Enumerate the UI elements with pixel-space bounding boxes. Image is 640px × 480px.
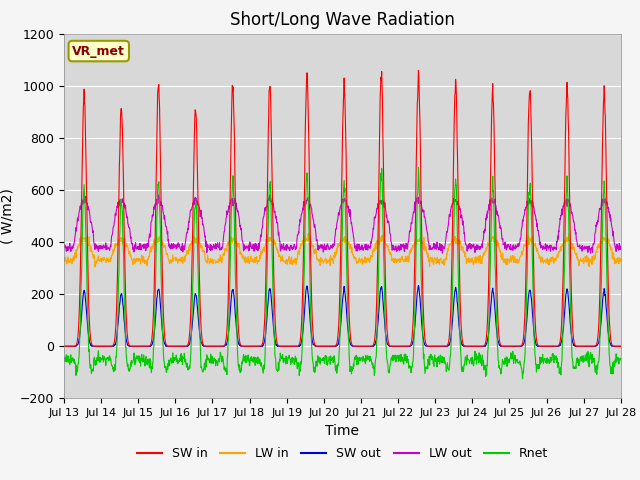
LW in (184, 251, 192, 257)
LW out (246, 240, 254, 246)
Legend: SW in, LW in, SW out, LW out, Rnet: SW in, LW in, SW out, LW out, Rnet (132, 442, 553, 465)
SW in (415, 67, 422, 73)
SW out (415, 283, 422, 288)
X-axis label: Time: Time (325, 424, 360, 438)
Line: SW in: SW in (64, 70, 621, 346)
SW in (429, 343, 437, 349)
Line: LW in: LW in (64, 233, 621, 267)
LW out (551, 244, 559, 250)
SW in (170, 343, 178, 349)
Line: Rnet: Rnet (64, 168, 621, 379)
Rnet (415, 165, 422, 170)
LW out (155, 192, 163, 198)
LW in (171, 256, 179, 262)
Rnet (60, 355, 68, 361)
LW out (60, 245, 68, 251)
LW in (60, 256, 68, 262)
Rnet (246, 358, 254, 364)
Rnet (429, 361, 437, 367)
LW in (617, 257, 625, 263)
LW out (502, 244, 509, 250)
Title: Short/Long Wave Radiation: Short/Long Wave Radiation (230, 11, 455, 29)
LW in (91, 264, 99, 270)
LW out (171, 243, 179, 249)
SW out (246, 343, 254, 349)
LW in (304, 230, 312, 236)
SW in (617, 343, 625, 349)
SW in (502, 343, 509, 349)
SW in (246, 343, 254, 349)
LW in (502, 258, 510, 264)
SW out (551, 343, 559, 349)
Rnet (170, 358, 178, 363)
Rnet (184, 367, 191, 373)
Rnet (518, 376, 526, 382)
SW out (170, 343, 178, 349)
LW in (246, 254, 254, 260)
SW in (60, 343, 68, 349)
Text: VR_met: VR_met (72, 45, 125, 58)
SW out (617, 343, 625, 349)
SW in (551, 343, 559, 349)
Line: SW out: SW out (64, 286, 621, 346)
SW out (429, 343, 437, 349)
Rnet (552, 355, 559, 361)
LW out (617, 243, 625, 249)
LW out (184, 227, 192, 232)
LW out (429, 244, 437, 250)
SW out (60, 343, 68, 349)
LW in (429, 262, 437, 267)
SW out (502, 343, 509, 349)
LW out (587, 251, 595, 256)
Rnet (502, 355, 509, 361)
Y-axis label: ( W/m2): ( W/m2) (1, 188, 14, 244)
SW in (184, 342, 191, 348)
LW in (552, 257, 559, 263)
Line: LW out: LW out (64, 195, 621, 253)
SW out (184, 343, 191, 348)
Rnet (617, 357, 625, 363)
